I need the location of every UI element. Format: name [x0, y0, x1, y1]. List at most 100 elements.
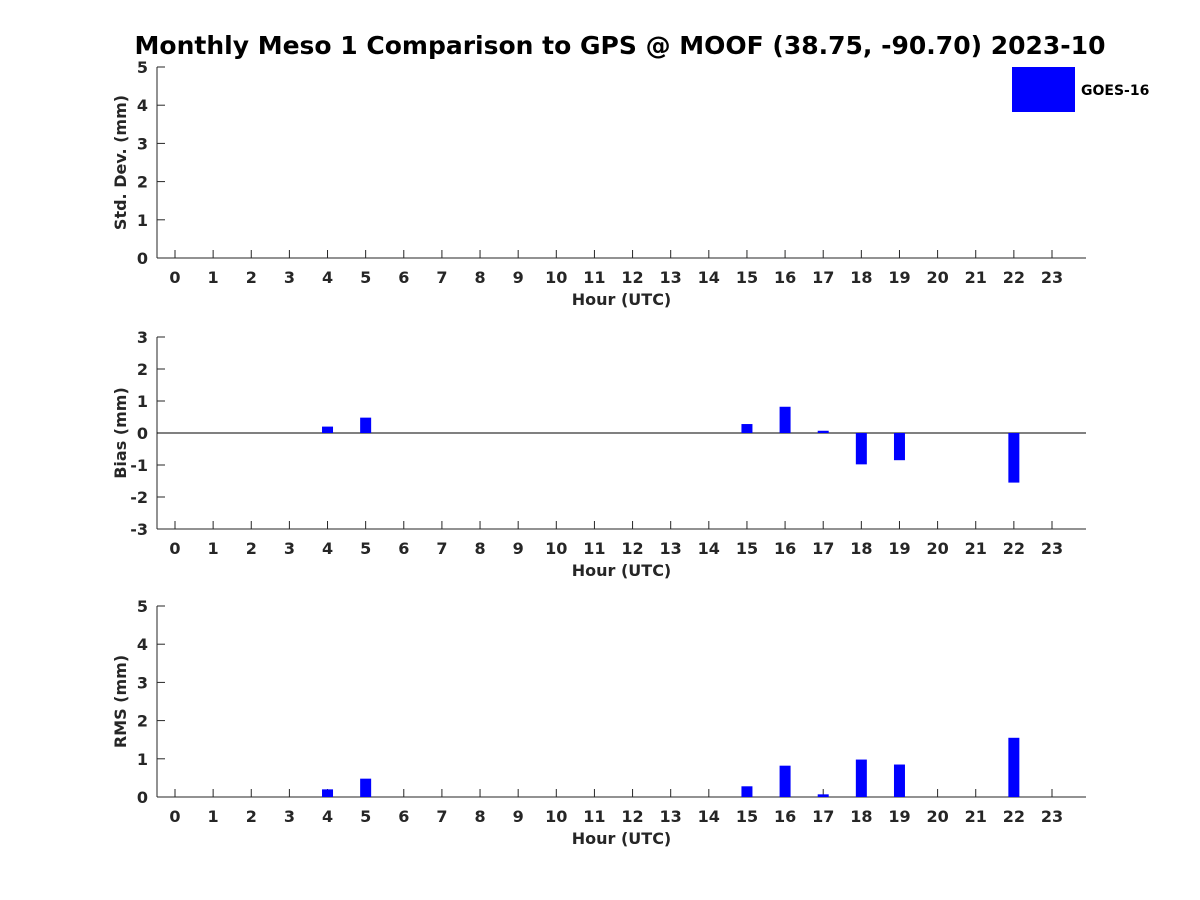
y-tick-label: 4	[137, 96, 148, 115]
bar-hour-16	[779, 765, 791, 797]
x-tick-label: 12	[621, 807, 643, 826]
x-tick-label: 22	[1003, 268, 1025, 287]
x-tick-label: 3	[284, 539, 295, 558]
x-tick-label: 21	[965, 268, 987, 287]
x-tick-label: 21	[965, 807, 987, 826]
bar-hour-17	[817, 794, 829, 797]
bar-hour-17	[817, 430, 829, 433]
y-tick-label: 5	[137, 597, 148, 616]
bar-hour-16	[779, 406, 791, 433]
y-tick-label: 5	[137, 58, 148, 77]
x-tick-label: 18	[850, 807, 872, 826]
y-tick-label: 2	[137, 712, 148, 731]
x-tick-label: 1	[208, 539, 219, 558]
x-tick-label: 22	[1003, 539, 1025, 558]
x-tick-label: 12	[621, 268, 643, 287]
x-tick-label: 1	[208, 268, 219, 287]
bar-hour-19	[893, 433, 905, 461]
x-tick-label: 2	[246, 268, 257, 287]
x-tick-label: 23	[1041, 539, 1063, 558]
y-tick-label: 3	[137, 328, 148, 347]
bar-hour-22	[1008, 737, 1020, 797]
y-tick-label: 2	[137, 360, 148, 379]
x-tick-label: 9	[513, 807, 524, 826]
x-tick-label: 10	[545, 539, 567, 558]
x-tick-label: 16	[774, 539, 796, 558]
bar-hour-18	[855, 759, 867, 797]
x-tick-label: 4	[322, 539, 333, 558]
x-tick-label: 20	[926, 539, 948, 558]
x-tick-label: 5	[360, 268, 371, 287]
x-tick-label: 0	[169, 539, 180, 558]
legend: GOES-16	[1012, 67, 1149, 112]
x-tick-label: 17	[812, 807, 834, 826]
x-tick-label: 0	[169, 807, 180, 826]
x-tick-label: 17	[812, 268, 834, 287]
y-tick-label: 1	[137, 211, 148, 230]
x-tick-label: 13	[660, 539, 682, 558]
x-tick-label: 2	[246, 807, 257, 826]
x-tick-label: 7	[436, 807, 447, 826]
x-tick-label: 20	[926, 807, 948, 826]
x-tick-label: 19	[888, 268, 910, 287]
x-tick-label: 7	[436, 268, 447, 287]
x-tick-label: 8	[474, 807, 485, 826]
x-tick-label: 16	[774, 807, 796, 826]
x-tick-label: 7	[436, 539, 447, 558]
x-axis-label: Hour (UTC)	[572, 829, 672, 848]
y-tick-label: 4	[137, 635, 148, 654]
x-tick-label: 6	[398, 268, 409, 287]
bar-hour-5	[360, 417, 372, 433]
y-tick-label: -1	[130, 456, 148, 475]
bar-hour-19	[893, 764, 905, 797]
x-tick-label: 5	[360, 539, 371, 558]
x-tick-label: 15	[736, 807, 758, 826]
x-tick-label: 23	[1041, 807, 1063, 826]
x-tick-label: 10	[545, 807, 567, 826]
x-tick-label: 10	[545, 268, 567, 287]
x-tick-label: 2	[246, 539, 257, 558]
y-tick-label: 0	[137, 249, 148, 268]
x-tick-label: 13	[660, 807, 682, 826]
bar-hour-4	[322, 426, 334, 433]
x-tick-label: 9	[513, 268, 524, 287]
x-tick-label: 8	[474, 539, 485, 558]
legend-label: GOES-16	[1081, 83, 1149, 99]
x-tick-label: 0	[169, 268, 180, 287]
bar-hour-15	[741, 424, 753, 433]
x-tick-label: 14	[698, 807, 720, 826]
x-tick-label: 5	[360, 807, 371, 826]
x-tick-label: 19	[888, 807, 910, 826]
bar-hour-22	[1008, 433, 1020, 483]
x-tick-label: 15	[736, 268, 758, 287]
x-tick-label: 8	[474, 268, 485, 287]
x-tick-label: 11	[583, 807, 605, 826]
x-tick-label: 21	[965, 539, 987, 558]
y-tick-label: 3	[137, 673, 148, 692]
x-tick-label: 3	[284, 807, 295, 826]
x-tick-label: 1	[208, 807, 219, 826]
y-axis-label: Bias (mm)	[111, 387, 130, 479]
bar-hour-4	[322, 789, 334, 797]
x-tick-label: 13	[660, 268, 682, 287]
x-tick-label: 6	[398, 807, 409, 826]
x-tick-label: 4	[322, 268, 333, 287]
x-axis-label: Hour (UTC)	[572, 290, 672, 309]
chart-title: Monthly Meso 1 Comparison to GPS @ MOOF …	[135, 31, 1106, 60]
x-tick-label: 19	[888, 539, 910, 558]
y-tick-label: 3	[137, 134, 148, 153]
x-tick-label: 14	[698, 268, 720, 287]
y-axis-label: RMS (mm)	[111, 655, 130, 748]
x-tick-label: 17	[812, 539, 834, 558]
bar-hour-18	[855, 433, 867, 465]
y-axis-label: Std. Dev. (mm)	[111, 95, 130, 230]
x-tick-label: 18	[850, 268, 872, 287]
x-tick-label: 14	[698, 539, 720, 558]
x-tick-label: 23	[1041, 268, 1063, 287]
bar-hour-15	[741, 786, 753, 797]
